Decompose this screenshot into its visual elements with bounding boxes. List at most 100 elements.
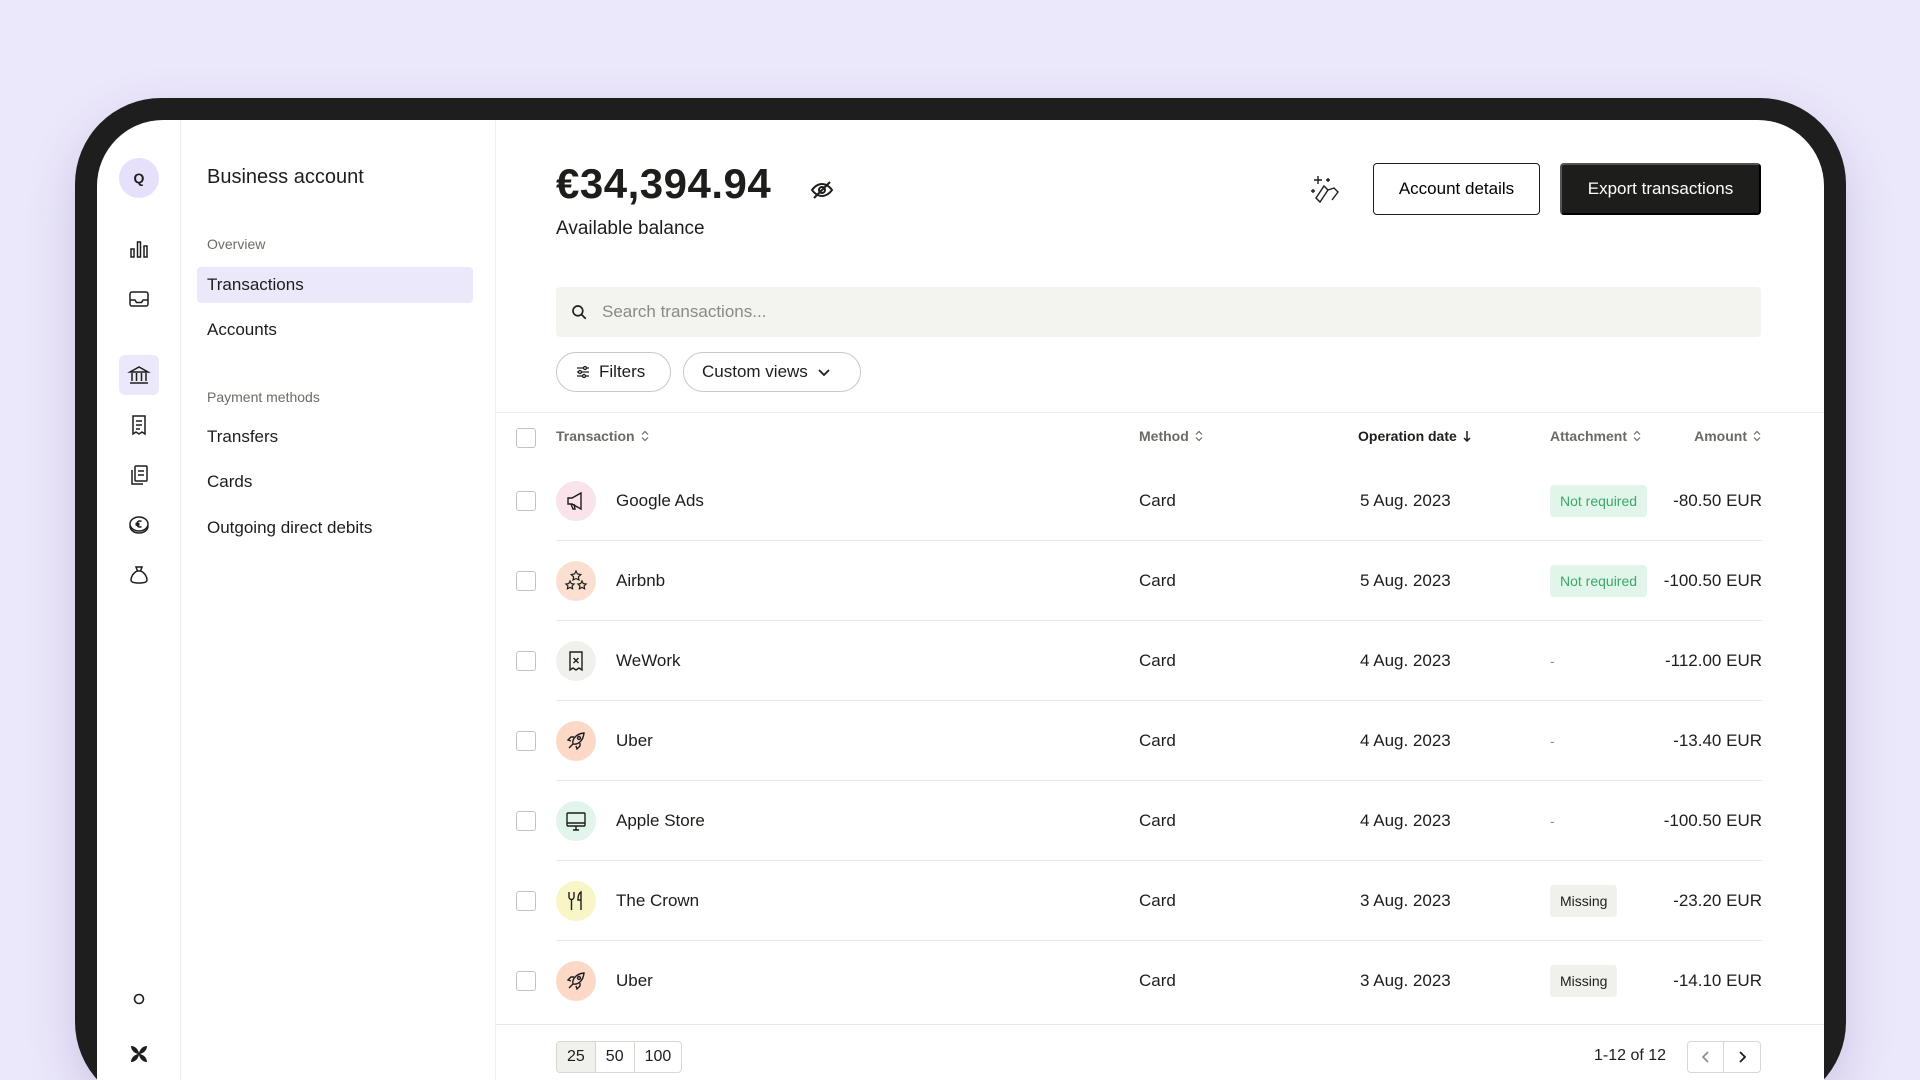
nav-item-cards[interactable]: Cards: [207, 472, 253, 491]
row-divider: [556, 860, 1762, 861]
transaction-method: Card: [1139, 731, 1176, 750]
prev-page-button[interactable]: [1688, 1042, 1724, 1072]
bar-chart-icon[interactable]: [119, 229, 159, 269]
table-row[interactable]: WeWork Card 4 Aug. 2023 - -112.00 EUR: [496, 621, 1824, 701]
custom-views-dropdown[interactable]: Custom views: [683, 352, 861, 392]
icon-rail: Q: [97, 120, 181, 1080]
account-details-button[interactable]: Account details: [1373, 163, 1540, 215]
row-checkbox[interactable]: [516, 491, 536, 511]
nav-section-payment-methods: Payment methods: [207, 389, 320, 405]
page-size-option[interactable]: 100: [644, 1048, 672, 1065]
merchant-logo: [556, 561, 596, 601]
arrow-down-icon: [1463, 431, 1471, 442]
select-all-checkbox[interactable]: [516, 428, 536, 448]
euro-coin-icon[interactable]: [119, 505, 159, 545]
column-header-method[interactable]: Method: [1139, 428, 1204, 444]
row-checkbox[interactable]: [516, 811, 536, 831]
table-row[interactable]: Apple Store Card 4 Aug. 2023 - -100.50 E…: [496, 781, 1824, 861]
search-bar[interactable]: [556, 287, 1761, 337]
merchant-logo: [556, 481, 596, 521]
nav-item-outgoing-direct-debits[interactable]: Outgoing direct debits: [207, 518, 373, 537]
status-badge: Missing: [1550, 885, 1618, 917]
page-size-selector: 25 50 100: [556, 1041, 683, 1073]
table-row[interactable]: Google Ads Card 5 Aug. 2023 Not required…: [496, 461, 1824, 541]
circle-icon[interactable]: [119, 979, 159, 1019]
merchant-logo: [556, 641, 596, 681]
row-checkbox[interactable]: [516, 971, 536, 991]
transaction-name: Google Ads: [616, 491, 704, 510]
chevron-down-icon: [818, 369, 830, 377]
operation-date: 4 Aug. 2023: [1360, 811, 1451, 830]
nav-item-transfers[interactable]: Transfers: [207, 427, 279, 446]
nav-section-overview: Overview: [207, 236, 266, 252]
inbox-icon[interactable]: [119, 279, 159, 319]
page-size-option[interactable]: 25: [557, 1042, 596, 1072]
sparkle-wand-icon[interactable]: [1308, 172, 1344, 208]
row-divider: [556, 780, 1762, 781]
attachment-empty: -: [1550, 653, 1555, 669]
documents-icon[interactable]: [119, 455, 159, 495]
search-icon: [572, 305, 587, 320]
chevron-right-icon: [1739, 1051, 1747, 1063]
status-badge: Missing: [1550, 965, 1618, 997]
row-checkbox[interactable]: [516, 891, 536, 911]
row-divider: [556, 540, 1762, 541]
eye-slash-icon[interactable]: [810, 178, 834, 202]
attachment-empty: -: [1550, 733, 1555, 749]
column-label-operation-date: Operation date: [1358, 428, 1457, 444]
balance-amount: €34,394.94: [556, 160, 772, 207]
transaction-name: Airbnb: [616, 571, 666, 590]
receipt-icon[interactable]: [119, 405, 159, 445]
column-header-attachment[interactable]: Attachment: [1550, 428, 1642, 444]
rocket-icon: [566, 732, 585, 751]
avatar[interactable]: Q: [119, 158, 159, 198]
merchant-logo: [556, 961, 596, 1001]
row-checkbox[interactable]: [516, 571, 536, 591]
monitor-icon: [566, 812, 586, 831]
operation-date: 3 Aug. 2023: [1360, 971, 1451, 990]
operation-date: 5 Aug. 2023: [1360, 571, 1451, 590]
brand-logo-icon[interactable]: [119, 1034, 159, 1074]
status-badge: Not required: [1550, 565, 1648, 597]
page-count: 1-12 of 12: [1594, 1047, 1667, 1064]
next-page-button[interactable]: [1724, 1042, 1760, 1072]
table-row[interactable]: Uber Card 3 Aug. 2023 Missing -14.10 EUR: [496, 941, 1824, 1021]
page-size-option[interactable]: 50: [596, 1042, 635, 1072]
filters-button[interactable]: Filters: [556, 352, 671, 392]
bank-icon[interactable]: [119, 355, 159, 395]
receipt-x-icon: [569, 651, 583, 672]
merchant-logo: [556, 881, 596, 921]
nav-item-transactions[interactable]: Transactions: [197, 267, 473, 303]
sliders-icon: [577, 365, 589, 379]
sort-icon: [641, 430, 649, 442]
column-label-transaction: Transaction: [556, 428, 635, 444]
table-row[interactable]: The Crown Card 3 Aug. 2023 Missing -23.2…: [496, 861, 1824, 941]
transaction-method: Card: [1139, 651, 1176, 670]
export-transactions-button[interactable]: Export transactions: [1560, 163, 1761, 215]
status-badge: Not required: [1550, 485, 1648, 517]
column-header-amount[interactable]: Amount: [1694, 428, 1762, 444]
transaction-method: Card: [1139, 811, 1176, 830]
sort-icon: [1195, 430, 1203, 442]
transaction-amount: -100.50 EUR: [1663, 811, 1762, 830]
column-header-transaction[interactable]: Transaction: [556, 428, 650, 444]
merchant-logo: [556, 721, 596, 761]
nav-title: Business account: [207, 166, 364, 188]
column-header-operation-date[interactable]: Operation date: [1358, 428, 1472, 444]
nav-item-accounts[interactable]: Accounts: [207, 320, 277, 339]
row-checkbox[interactable]: [516, 731, 536, 751]
money-bag-icon[interactable]: [119, 555, 159, 595]
search-input[interactable]: [602, 302, 1702, 322]
operation-date: 4 Aug. 2023: [1360, 651, 1451, 670]
megaphone-icon: [567, 491, 582, 511]
fork-knife-icon: [568, 890, 582, 910]
column-label-method: Method: [1139, 428, 1189, 444]
table-row[interactable]: Airbnb Card 5 Aug. 2023 Not required -10…: [496, 541, 1824, 621]
row-checkbox[interactable]: [516, 651, 536, 671]
table-row[interactable]: Uber Card 4 Aug. 2023 - -13.40 EUR: [496, 701, 1824, 781]
rocket-icon: [566, 972, 585, 991]
app-screen: Q Business account Overview: [97, 120, 1824, 1080]
transaction-method: Card: [1139, 491, 1176, 510]
transaction-name: Uber: [616, 731, 653, 750]
transaction-name: Uber: [616, 971, 653, 990]
